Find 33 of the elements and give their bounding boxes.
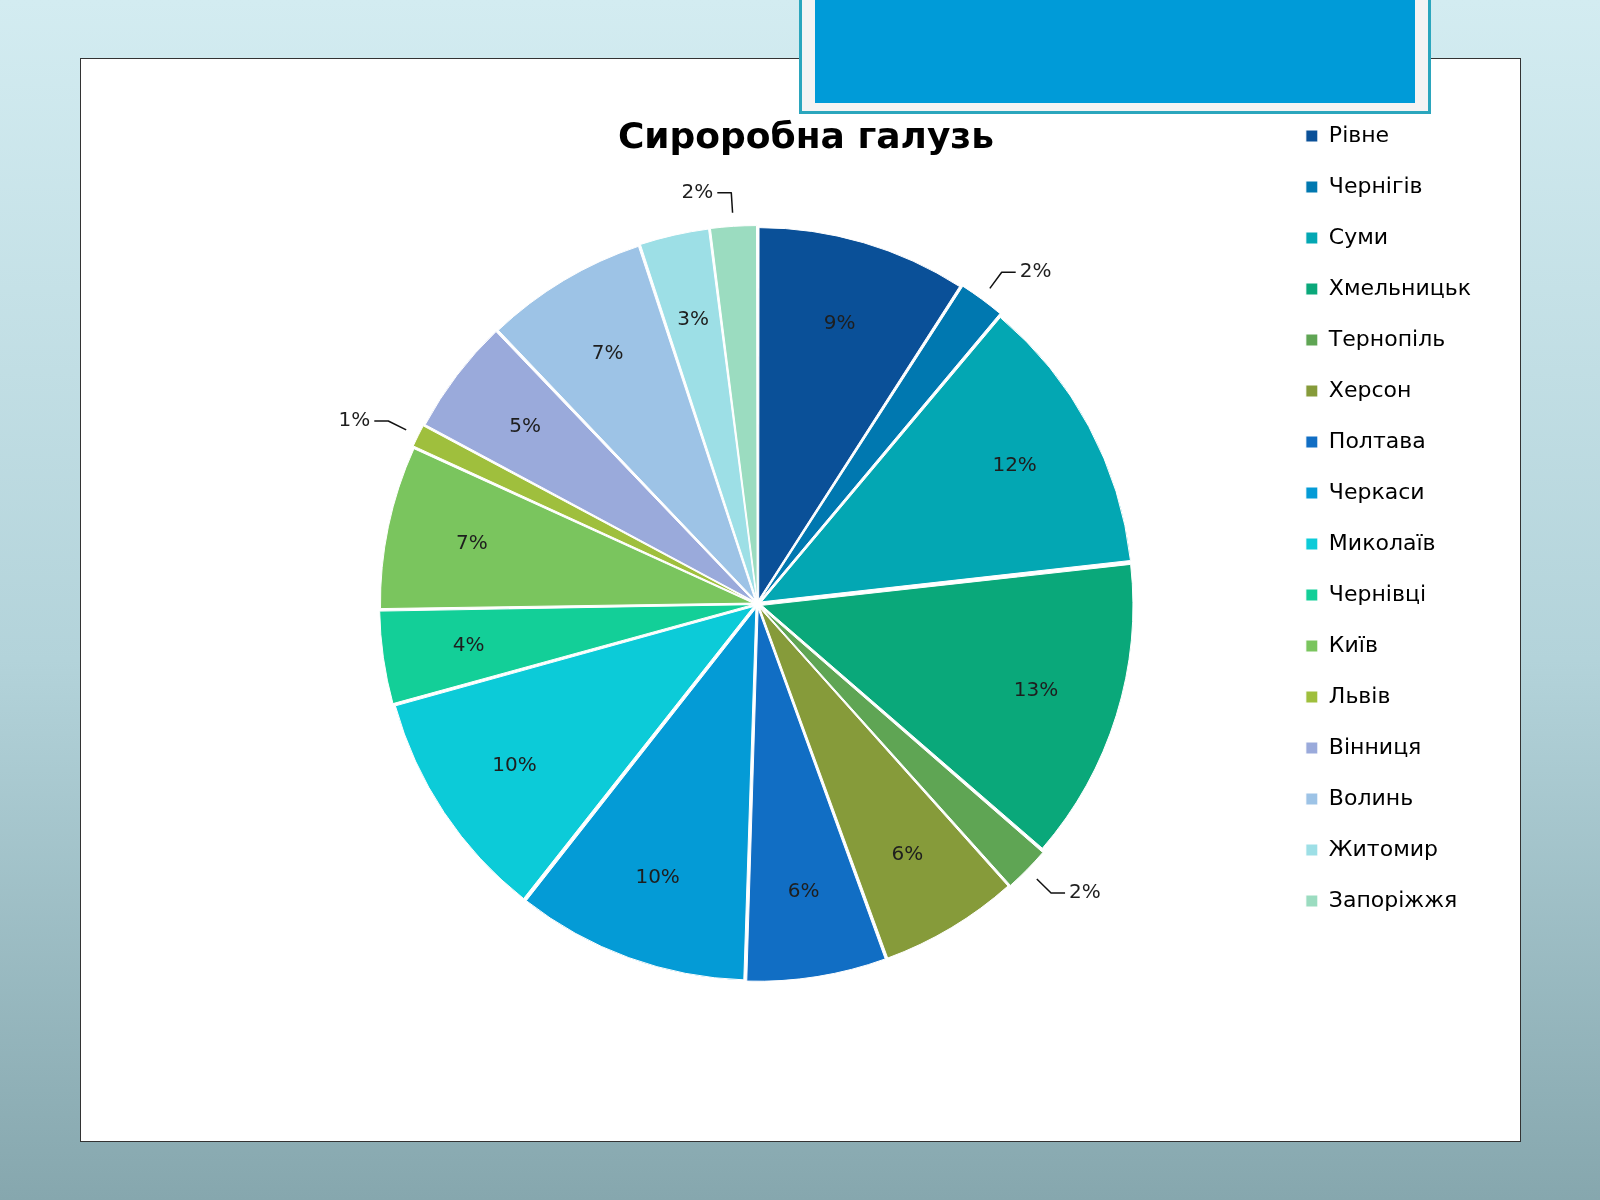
data-label: 3% bbox=[677, 305, 710, 330]
legend-label: Запоріжжя bbox=[1328, 886, 1458, 912]
data-label: 6% bbox=[891, 840, 924, 865]
legend-label: Черкаси bbox=[1328, 478, 1425, 504]
data-label: 7% bbox=[455, 530, 488, 555]
data-label: 2% bbox=[681, 179, 714, 204]
data-label: 2% bbox=[1069, 879, 1101, 904]
legend-label: Херсон bbox=[1328, 376, 1412, 402]
data-label: 5% bbox=[509, 413, 542, 438]
data-label: 7% bbox=[591, 339, 624, 364]
legend-label: Рівне bbox=[1328, 121, 1390, 147]
legend-label: Миколаїв bbox=[1328, 529, 1436, 555]
data-label: 9% bbox=[823, 310, 856, 335]
legend-label: Київ bbox=[1328, 631, 1378, 657]
data-label: 12% bbox=[992, 452, 1037, 477]
data-label: 4% bbox=[452, 631, 485, 656]
legend-label: Тернопіль bbox=[1327, 325, 1446, 351]
data-label: 6% bbox=[787, 878, 820, 903]
legend-label: Волинь bbox=[1328, 784, 1414, 810]
legend-label: Чернігів bbox=[1328, 172, 1423, 198]
data-label: 10% bbox=[635, 864, 680, 889]
data-label: 2% bbox=[1019, 258, 1052, 283]
legend-label: Вінниця bbox=[1328, 733, 1422, 759]
data-label: 1% bbox=[338, 407, 371, 432]
legend-label: Львів bbox=[1328, 682, 1391, 708]
data-label: 13% bbox=[1013, 676, 1059, 701]
legend-label: Житомир bbox=[1328, 835, 1438, 861]
data-label: 10% bbox=[492, 751, 537, 776]
legend-label: Суми bbox=[1328, 223, 1389, 249]
legend-label: Чернівці bbox=[1328, 580, 1426, 606]
legend-label: Полтава bbox=[1328, 427, 1426, 453]
chart-title: Сироробна галузь bbox=[616, 114, 996, 158]
legend-label: Хмельницьк bbox=[1328, 274, 1471, 300]
